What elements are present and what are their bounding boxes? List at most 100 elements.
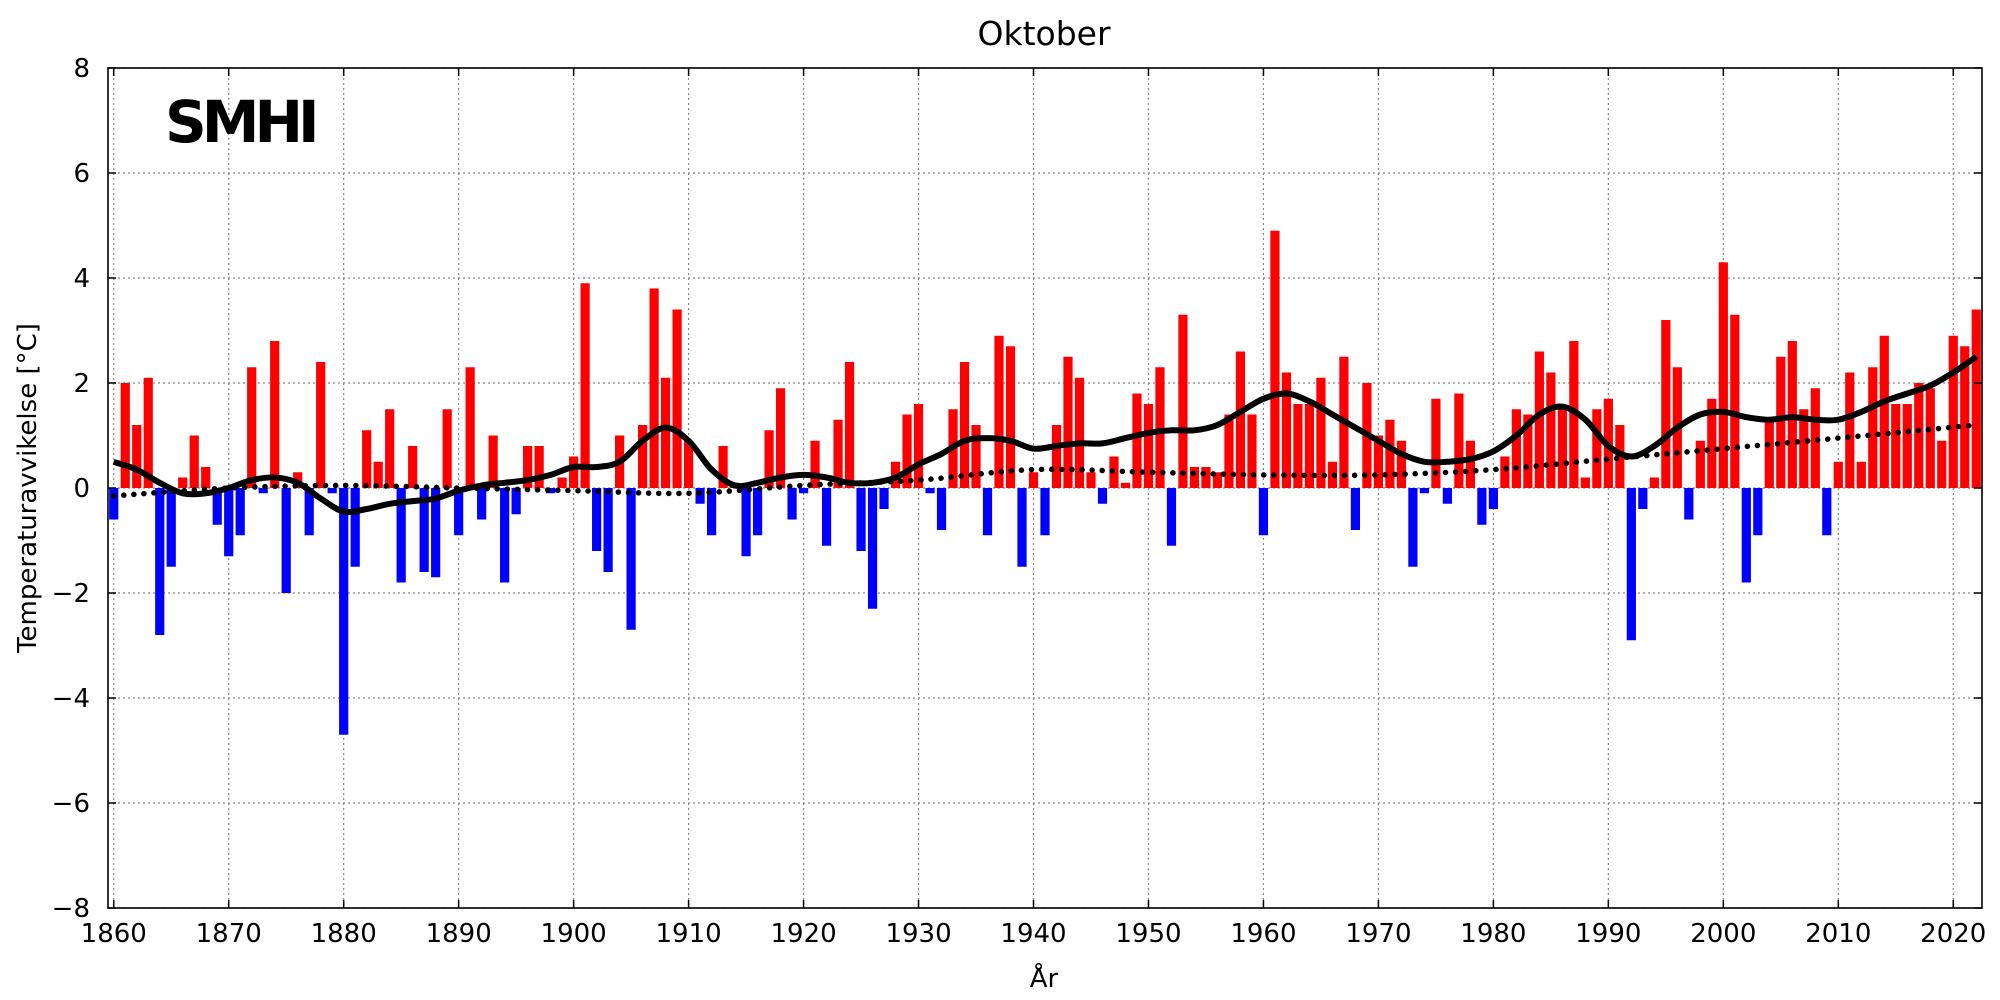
bar-1925 (856, 488, 866, 551)
chart-title: Oktober (977, 14, 1110, 53)
bar-2020 (1948, 335, 1958, 488)
bar-1874 (270, 341, 280, 488)
bar-1916 (752, 488, 763, 536)
bar-1978 (1465, 440, 1475, 488)
bar-1910 (684, 440, 694, 488)
bar-2007 (1799, 409, 1809, 488)
x-tick-label: 1890 (426, 919, 492, 949)
series-lines (110, 354, 1980, 516)
bar-1880 (339, 488, 349, 735)
bar-1958 (1235, 351, 1246, 488)
bar-1960 (1258, 488, 1269, 536)
bar-1924 (844, 362, 855, 488)
bar-2018 (1925, 388, 1935, 488)
bar-2009 (1822, 488, 1832, 536)
bar-1864 (155, 488, 165, 635)
bar-2013 (1868, 367, 1878, 488)
bar-1936 (982, 488, 993, 536)
bar-1971 (1385, 419, 1395, 488)
bar-1887 (419, 488, 429, 572)
bar-1963 (1293, 404, 1303, 488)
bar-1882 (362, 430, 372, 488)
bar-1980 (1488, 488, 1498, 509)
bar-1879 (327, 488, 337, 494)
x-tick-label: 1960 (1230, 919, 1296, 949)
bar-1868 (201, 467, 211, 488)
bar-1919 (787, 488, 797, 520)
smoothed-line (112, 354, 1978, 516)
bar-2002 (1741, 488, 1751, 583)
bar-1873 (258, 488, 268, 494)
bar-1995 (1661, 320, 1671, 488)
x-axis-title: År (1030, 962, 1059, 994)
bar-1975 (1431, 398, 1441, 488)
bar-1994 (1649, 477, 1659, 488)
bar-1912 (706, 488, 717, 536)
bar-1934 (959, 362, 970, 488)
y-tick-label: 8 (73, 54, 90, 84)
bar-1885 (396, 488, 406, 583)
bar-1886 (408, 446, 418, 488)
bar-1923 (833, 419, 843, 488)
bar-1979 (1477, 488, 1487, 525)
bar-1903 (603, 488, 613, 572)
bar-1977 (1454, 393, 1464, 488)
y-tick-label: 4 (73, 264, 90, 294)
bar-2010 (1833, 461, 1843, 488)
bar-1959 (1247, 414, 1257, 488)
bar-2003 (1753, 488, 1763, 536)
bar-1988 (1580, 477, 1590, 488)
bar-1906 (638, 425, 648, 488)
bar-1896 (523, 446, 533, 488)
bar-2015 (1891, 404, 1901, 488)
bar-1907 (649, 288, 659, 488)
bar-1952 (1166, 488, 1177, 546)
x-tick-label: 1970 (1345, 919, 1411, 949)
bar-1898 (546, 488, 556, 494)
x-tick-label: 1940 (1000, 919, 1066, 949)
bar-2008 (1810, 388, 1820, 488)
bar-1894 (500, 488, 510, 583)
bar-1926 (867, 488, 878, 609)
bar-1982 (1511, 409, 1521, 488)
bar-2019 (1937, 440, 1947, 488)
bar-2004 (1764, 419, 1774, 488)
bar-1938 (1005, 346, 1016, 488)
x-tick-label: 1880 (311, 919, 377, 949)
bar-1998 (1695, 440, 1705, 488)
bar-1943 (1063, 356, 1073, 488)
bar-1872 (247, 367, 257, 488)
bar-2000 (1718, 262, 1728, 488)
bar-1955 (1201, 467, 1211, 488)
y-tick-label: 0 (73, 474, 90, 504)
bar-2001 (1730, 314, 1740, 488)
y-tick-label: 6 (73, 159, 90, 189)
bar-1920 (798, 488, 809, 494)
x-tick-label: 1950 (1115, 919, 1181, 949)
bar-1984 (1534, 351, 1544, 488)
bar-1970 (1373, 435, 1384, 488)
bar-1946 (1097, 488, 1108, 504)
bar-1976 (1442, 488, 1452, 504)
bar-1877 (304, 488, 314, 536)
bar-1949 (1132, 393, 1142, 488)
bar-1922 (821, 488, 832, 546)
bar-1918 (775, 388, 786, 488)
bar-1944 (1074, 377, 1085, 488)
x-tick-label: 1870 (196, 919, 262, 949)
bar-1909 (672, 309, 682, 488)
bar-1929 (902, 414, 912, 488)
bar-1901 (580, 283, 590, 488)
axis-ticks: 1860 1870 1880 1890 1900 1910 1920 1930 1940 1950… (52, 54, 1987, 949)
bar-1881 (350, 488, 360, 567)
bar-1945 (1086, 472, 1096, 488)
bar-1942 (1051, 425, 1062, 488)
bar-2021 (1960, 346, 1970, 488)
smhi-logo: SMHI (165, 88, 315, 156)
bar-1891 (465, 367, 475, 488)
bar-1985 (1546, 372, 1556, 488)
bar-1870 (224, 488, 234, 557)
bar-1869 (212, 488, 222, 525)
trend-line (110, 422, 1980, 499)
